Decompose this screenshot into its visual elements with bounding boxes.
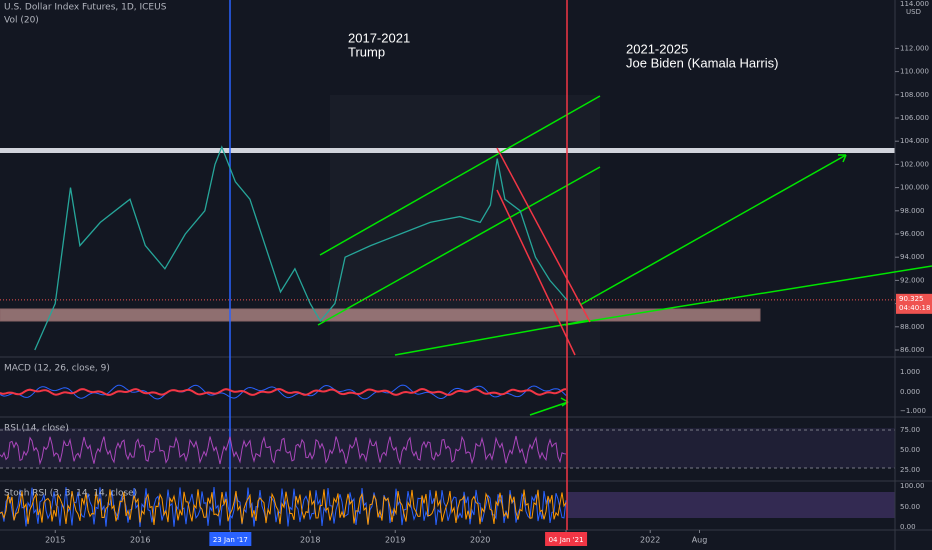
oscillator [0, 487, 567, 528]
x-tick-label: 2016 [130, 536, 150, 545]
chart-title: U.S. Dollar Index Futures, 1D, ICEUS [4, 3, 167, 13]
indicator-axis-label: 100.00 [900, 482, 925, 490]
x-marker-label-bg [545, 532, 588, 546]
indicator-axis-label: 0.00 [900, 523, 916, 531]
price-line [34, 145, 568, 351]
indicator-axis-label: 0.000 [900, 388, 920, 396]
indicator-title: Stoch RSI (3, 3, 14, 14, close) [4, 489, 137, 499]
indicator-axis-label: 1.000 [900, 368, 920, 376]
down-channel [496, 147, 591, 356]
x-tick-label: 2018 [300, 536, 320, 545]
y-tick-label: 106.000 [900, 114, 929, 122]
x-marker-label-bg [209, 532, 252, 546]
annotation: 2017-2021 [348, 30, 410, 45]
annotation: 2021-2025 [626, 41, 688, 56]
y-tick-label: 104.000 [900, 137, 929, 145]
oscillators [0, 384, 567, 528]
last-price-badge [896, 293, 932, 314]
volume-label: Vol (20) [4, 16, 39, 26]
countdown: 04:40:18 [899, 304, 930, 312]
x-tick-label: 04 Jan '21 [549, 536, 584, 544]
y-tick-label: 112.000 [900, 44, 929, 52]
y-tick-label: 88.000 [900, 323, 925, 331]
x-tick-label: 23 Jan '17 [213, 536, 248, 544]
annotation: Trump [348, 44, 385, 59]
rsi-band [0, 428, 895, 468]
indicator-axis-label: 50.00 [900, 446, 920, 454]
annotation: Joe Biden (Kamala Harris) [626, 55, 778, 70]
oscillator [0, 435, 567, 466]
y-tick-label: 94.000 [900, 253, 925, 261]
x-tick-label: 2015 [45, 536, 65, 545]
resistance-line [0, 148, 895, 153]
stoch-band [567, 492, 895, 518]
indicator-title: RSI (14, close) [4, 424, 69, 434]
y-tick-label: 86.000 [900, 346, 925, 354]
oscillator [0, 489, 567, 526]
y-tick-label: 102.000 [900, 160, 929, 168]
oscillator [0, 387, 567, 396]
y-tick-label: 108.000 [900, 91, 929, 99]
indicator-axis-label: 50.00 [900, 503, 920, 511]
y-tick-label: 92.000 [900, 276, 925, 284]
x-tick-label: 2022 [640, 536, 660, 545]
indicator-axis-label: −1.000 [900, 407, 926, 415]
last-price: 90.325 [899, 295, 924, 303]
y-tick-label: 110.000 [900, 68, 929, 76]
currency: USD [906, 8, 921, 16]
x-tick-label: 2020 [470, 536, 490, 545]
top-price: 114.000 [900, 0, 929, 8]
indicator-axis-label: 75.00 [900, 426, 920, 434]
indicator-axis-label: 25.00 [900, 466, 920, 474]
trend-lines [317, 95, 932, 416]
indicator-title: MACD (12, 26, close, 9) [4, 364, 110, 374]
x-tick-label: Aug [692, 536, 708, 545]
y-tick-label: 100.000 [900, 184, 929, 192]
y-tick-label: 98.000 [900, 207, 925, 215]
x-tick-label: 2019 [385, 536, 405, 545]
support-zone [0, 308, 761, 322]
y-tick-label: 96.000 [900, 230, 925, 238]
